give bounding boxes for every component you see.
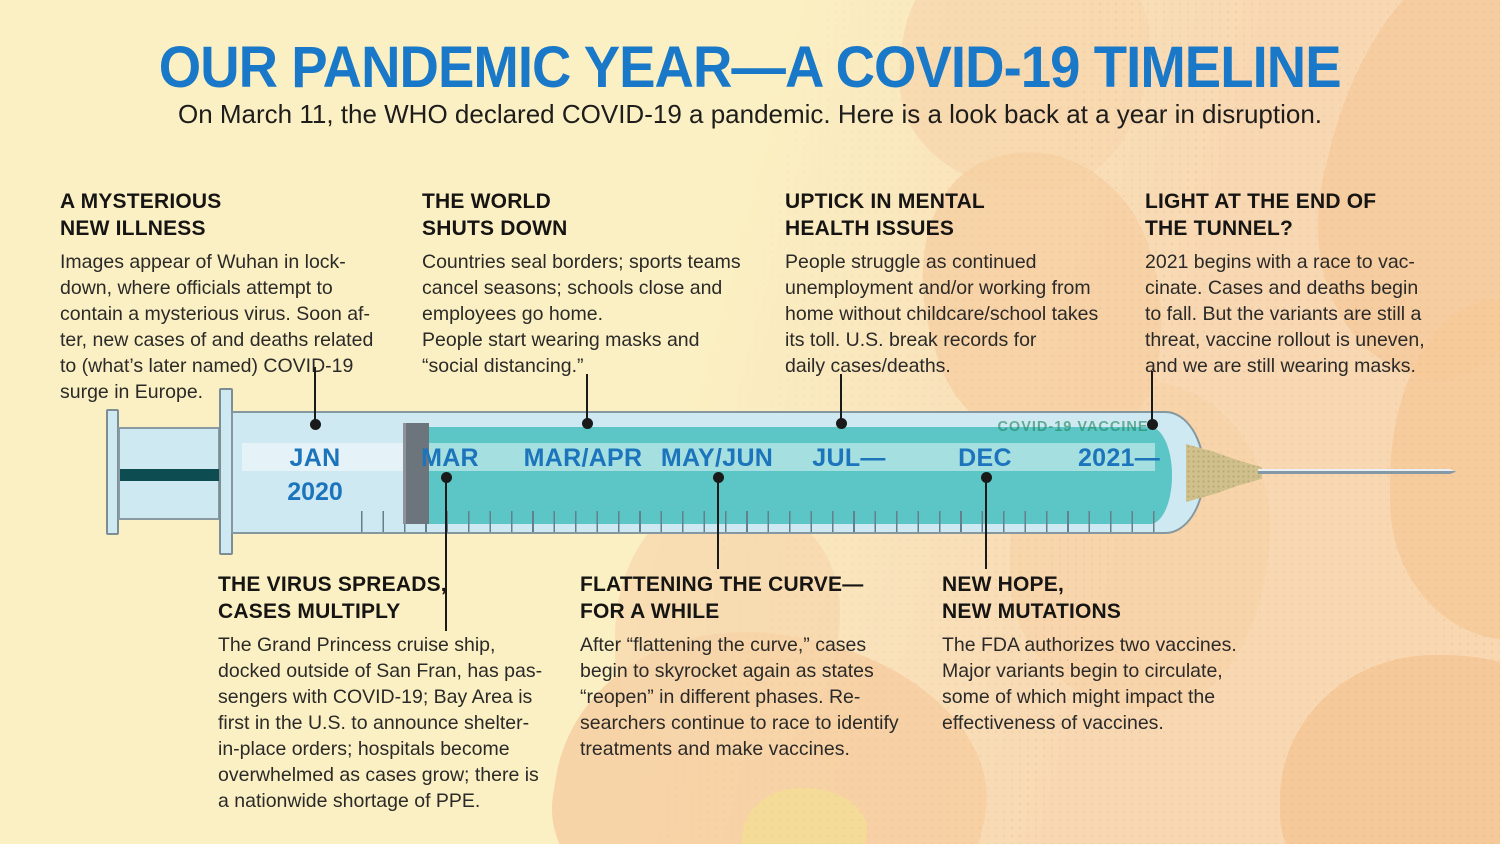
event-heading: NEW HOPE, NEW MUTATIONS — [942, 573, 1122, 623]
event-body: 2021 begins with a race to vac- cinate. … — [1145, 251, 1425, 377]
connector-dot — [582, 418, 593, 429]
event-block-mental-health: UPTICK IN MENTAL HEALTH ISSUES People st… — [785, 188, 1140, 379]
page-title: OUR PANDEMIC YEAR—A COVID-19 TIMELINE — [159, 35, 1342, 100]
event-body: People struggle as continued unemploymen… — [785, 251, 1099, 377]
connector-line — [445, 477, 447, 631]
vaccine-label: COVID-19 VACCINE — [997, 419, 1149, 435]
event-block-virus-spreads: THE VIRUS SPREADS, CASES MULTIPLY The Gr… — [218, 571, 573, 814]
connector-dot — [441, 472, 452, 483]
month-label-mar: MAR — [421, 444, 479, 472]
connector-line — [314, 367, 316, 424]
event-body: Countries seal borders; sports teams can… — [422, 251, 741, 377]
connector-dot — [981, 472, 992, 483]
event-body: The Grand Princess cruise ship, docked o… — [218, 634, 543, 812]
event-heading: UPTICK IN MENTAL HEALTH ISSUES — [785, 190, 985, 240]
virus-blob — [615, 495, 840, 760]
month-label-jul: JUL— — [812, 444, 886, 472]
event-body: After “flattening the curve,” cases begi… — [580, 634, 899, 760]
syringe-plunger-stopper — [403, 423, 429, 524]
month-label-marapr: MAR/APR — [523, 444, 643, 472]
event-heading: THE WORLD SHUTS DOWN — [422, 190, 568, 240]
connector-line — [717, 477, 719, 569]
month-label-mayjun: MAY/JUN — [660, 444, 774, 472]
year-label: 2020 — [287, 478, 343, 506]
event-heading: A MYSTERIOUS NEW ILLNESS — [60, 190, 222, 240]
event-block-light-end-tunnel: LIGHT AT THE END OF THE TUNNEL? 2021 beg… — [1145, 188, 1465, 379]
month-label-dec: DEC — [958, 444, 1012, 472]
event-body: Images appear of Wuhan in lock- down, wh… — [60, 251, 374, 403]
event-block-new-hope: NEW HOPE, NEW MUTATIONS The FDA authoriz… — [942, 571, 1277, 736]
needle — [1258, 469, 1456, 474]
connector-line — [840, 374, 842, 423]
month-label-2021: 2021— — [1077, 444, 1161, 472]
connector-line — [586, 374, 588, 423]
syringe-label-band — [242, 443, 1155, 471]
syringe-plunger-stripe — [120, 469, 219, 481]
event-block-flattening-curve: FLATTENING THE CURVE— FOR A WHILE After … — [580, 571, 940, 762]
event-block-world-shuts-down: THE WORLD SHUTS DOWN Countries seal bord… — [422, 188, 777, 379]
syringe-tick-marks — [361, 511, 1162, 532]
connector-dot — [836, 418, 847, 429]
month-label-jan: JAN — [289, 444, 341, 472]
event-heading: LIGHT AT THE END OF THE TUNNEL? — [1145, 190, 1377, 240]
event-block-mysterious-illness: A MYSTERIOUS NEW ILLNESS Images appear o… — [60, 188, 405, 405]
event-body: The FDA authorizes two vaccines. Major v… — [942, 634, 1237, 734]
connector-line — [1151, 371, 1153, 424]
connector-dot — [1147, 419, 1158, 430]
syringe-liquid — [420, 427, 1172, 524]
connector-line — [985, 477, 987, 569]
event-heading: THE VIRUS SPREADS, CASES MULTIPLY — [218, 573, 447, 623]
page-subtitle: On March 11, the WHO declared COVID-19 a… — [177, 99, 1323, 129]
event-heading: FLATTENING THE CURVE— FOR A WHILE — [580, 573, 864, 623]
connector-dot — [713, 472, 724, 483]
connector-dot — [310, 419, 321, 430]
